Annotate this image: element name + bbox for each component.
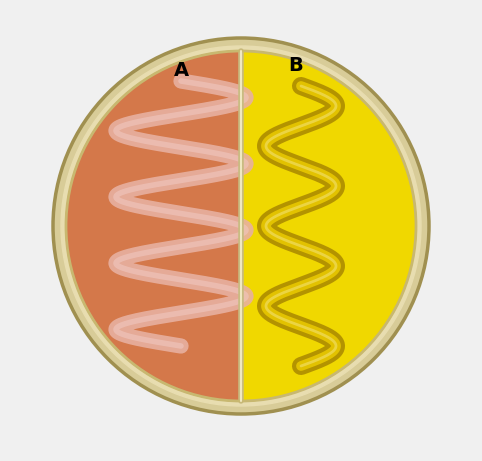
Circle shape xyxy=(61,46,421,406)
Wedge shape xyxy=(241,51,416,401)
Text: A: A xyxy=(174,61,188,81)
Circle shape xyxy=(53,38,429,414)
Wedge shape xyxy=(66,51,241,401)
Text: B: B xyxy=(289,57,303,76)
